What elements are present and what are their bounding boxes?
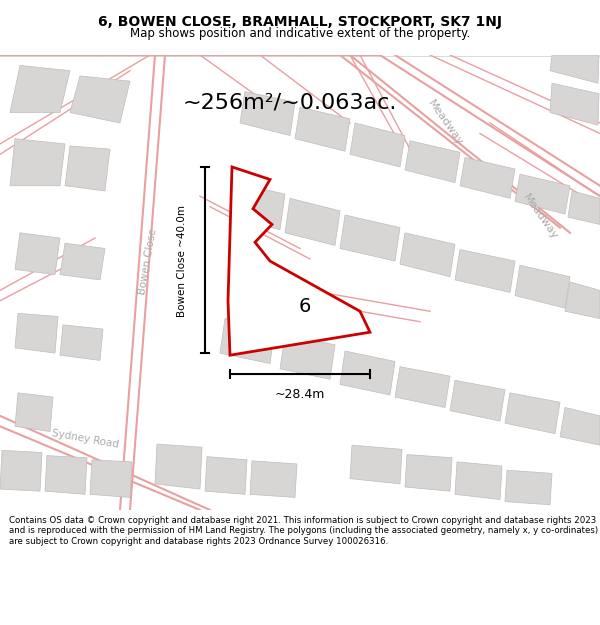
Polygon shape: [405, 454, 452, 491]
Polygon shape: [505, 393, 560, 434]
Text: Meadway: Meadway: [425, 98, 464, 148]
Polygon shape: [250, 461, 297, 498]
Polygon shape: [15, 313, 58, 353]
Polygon shape: [65, 146, 110, 191]
Polygon shape: [568, 191, 600, 224]
Text: ~256m²/~0.063ac.: ~256m²/~0.063ac.: [183, 92, 397, 112]
Text: 6, BOWEN CLOSE, BRAMHALL, STOCKPORT, SK7 1NJ: 6, BOWEN CLOSE, BRAMHALL, STOCKPORT, SK7…: [98, 16, 502, 29]
Text: Bowen Close: Bowen Close: [137, 228, 159, 295]
Text: Contains OS data © Crown copyright and database right 2021. This information is : Contains OS data © Crown copyright and d…: [9, 516, 598, 546]
Polygon shape: [285, 198, 340, 246]
Polygon shape: [560, 408, 600, 445]
Polygon shape: [400, 233, 455, 277]
Polygon shape: [60, 325, 103, 361]
Polygon shape: [565, 282, 600, 319]
Polygon shape: [70, 76, 130, 123]
Polygon shape: [405, 141, 460, 182]
Text: Bowen Close ~40.0m: Bowen Close ~40.0m: [177, 205, 187, 317]
Polygon shape: [350, 445, 402, 484]
Polygon shape: [10, 139, 65, 186]
Polygon shape: [550, 83, 599, 125]
Polygon shape: [45, 456, 87, 494]
Polygon shape: [280, 336, 335, 379]
Text: Meadway: Meadway: [521, 192, 559, 242]
Text: 6: 6: [299, 296, 311, 316]
Polygon shape: [10, 66, 70, 112]
Polygon shape: [295, 107, 350, 151]
Polygon shape: [505, 470, 552, 505]
Polygon shape: [340, 215, 400, 261]
Polygon shape: [515, 174, 570, 214]
Polygon shape: [220, 319, 275, 364]
Text: Map shows position and indicative extent of the property.: Map shows position and indicative extent…: [130, 27, 470, 39]
Polygon shape: [155, 444, 202, 489]
Polygon shape: [230, 182, 285, 229]
Polygon shape: [228, 167, 370, 355]
Polygon shape: [340, 351, 395, 395]
Polygon shape: [350, 123, 405, 167]
Polygon shape: [450, 380, 505, 421]
Polygon shape: [550, 55, 599, 83]
Text: ~28.4m: ~28.4m: [275, 389, 325, 401]
Polygon shape: [15, 393, 53, 431]
Polygon shape: [205, 457, 247, 494]
Polygon shape: [515, 265, 570, 308]
Polygon shape: [240, 92, 295, 136]
Text: Sydney Road: Sydney Road: [51, 428, 119, 449]
Polygon shape: [460, 158, 515, 198]
Polygon shape: [455, 462, 502, 499]
Polygon shape: [15, 233, 60, 274]
Polygon shape: [395, 367, 450, 408]
Polygon shape: [60, 243, 105, 280]
Polygon shape: [90, 460, 132, 498]
Polygon shape: [0, 451, 42, 491]
Polygon shape: [455, 249, 515, 292]
